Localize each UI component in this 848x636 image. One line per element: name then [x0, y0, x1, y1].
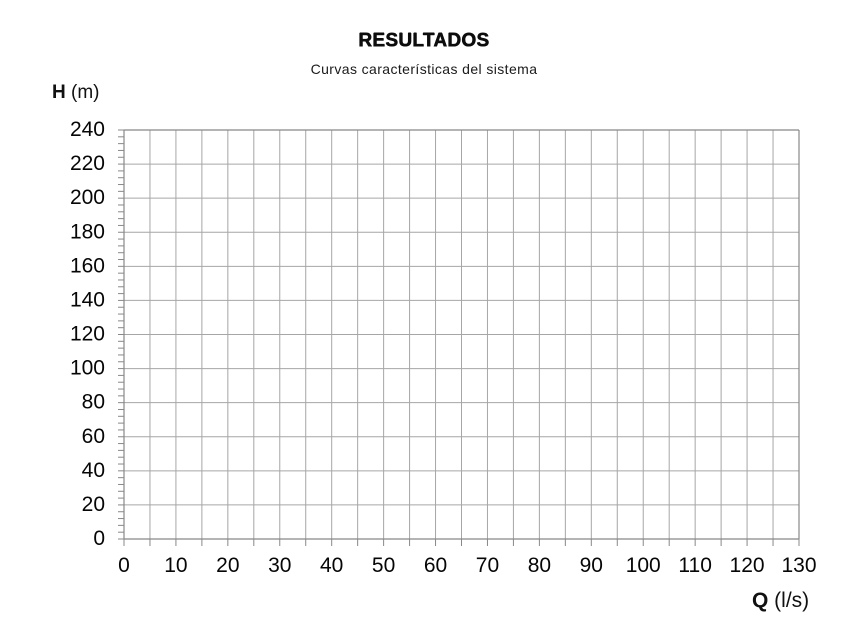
svg-text:140: 140: [70, 288, 105, 311]
svg-text:80: 80: [82, 391, 105, 414]
svg-text:120: 120: [730, 554, 765, 577]
svg-text:160: 160: [70, 254, 105, 277]
svg-text:120: 120: [70, 323, 105, 346]
svg-text:60: 60: [424, 554, 447, 577]
svg-text:0: 0: [93, 527, 105, 550]
svg-text:50: 50: [372, 554, 395, 577]
svg-text:40: 40: [320, 554, 343, 577]
svg-text:240: 240: [70, 118, 105, 141]
svg-text:220: 220: [70, 152, 105, 175]
svg-text:200: 200: [70, 186, 105, 209]
svg-text:130: 130: [781, 554, 816, 577]
svg-text:30: 30: [268, 554, 291, 577]
svg-text:20: 20: [216, 554, 239, 577]
svg-text:20: 20: [82, 493, 105, 516]
svg-text:40: 40: [82, 459, 105, 482]
svg-text:180: 180: [70, 220, 105, 243]
svg-text:100: 100: [626, 554, 661, 577]
svg-text:100: 100: [70, 357, 105, 380]
svg-text:110: 110: [678, 554, 711, 577]
svg-text:90: 90: [580, 554, 603, 577]
svg-text:70: 70: [476, 554, 499, 577]
svg-text:80: 80: [528, 554, 551, 577]
svg-text:60: 60: [82, 425, 105, 448]
svg-text:0: 0: [118, 554, 130, 577]
svg-text:10: 10: [164, 554, 187, 577]
